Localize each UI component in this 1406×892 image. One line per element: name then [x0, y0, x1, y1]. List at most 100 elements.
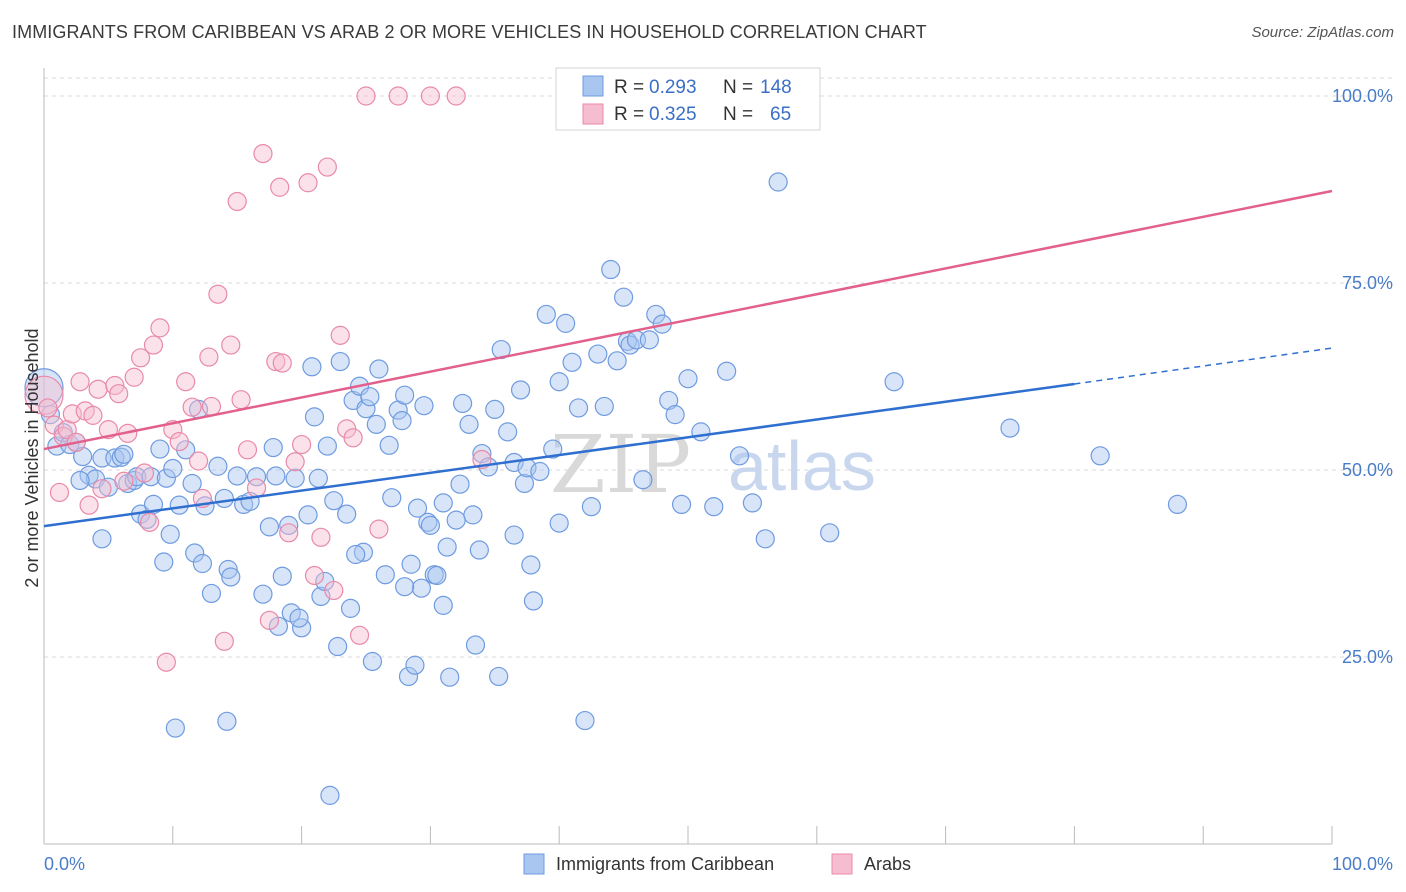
caribbean-point	[549, 372, 569, 392]
caribbean-point	[337, 504, 357, 524]
caribbean-point	[485, 399, 505, 420]
legend-n-value-2: 65	[770, 104, 791, 125]
caribbean-point	[395, 385, 415, 405]
caribbean-point	[427, 565, 447, 586]
arabs-point	[88, 379, 108, 399]
series-caribbean-points	[24, 172, 1188, 805]
legend-n-label-1: N =	[723, 77, 753, 98]
caribbean-point	[489, 666, 509, 687]
arabs-point	[182, 397, 202, 417]
caribbean-point	[259, 517, 279, 537]
caribbean-point	[440, 667, 460, 687]
arabs-point	[201, 396, 222, 417]
caribbean-point	[340, 598, 361, 618]
arabs-point	[83, 405, 103, 425]
y-tick-label: 25.0%	[1342, 647, 1393, 667]
arabs-point	[317, 157, 337, 177]
caribbean-point	[362, 651, 383, 672]
arabs-point	[330, 325, 350, 345]
caribbean-point	[395, 577, 415, 597]
caribbean-point	[208, 456, 228, 476]
caribbean-point	[729, 446, 750, 466]
arabs-point	[369, 519, 389, 539]
caribbean-point	[227, 466, 247, 486]
caribbean-point	[1090, 446, 1110, 466]
caribbean-point	[465, 635, 486, 655]
arabs-point	[285, 452, 305, 472]
caribbean-point	[165, 718, 185, 738]
arabs-point	[221, 335, 241, 355]
caribbean-point	[217, 711, 237, 731]
arabs-point	[79, 495, 99, 515]
arabs-point	[246, 478, 267, 498]
caribbean-point	[755, 529, 775, 549]
arabs-point	[259, 610, 279, 630]
y-tick-label: 75.0%	[1342, 273, 1393, 293]
caribbean-point	[324, 491, 344, 511]
bottom-legend-swatch-pink	[831, 853, 853, 875]
caribbean-point	[704, 497, 724, 517]
arabs-point	[70, 372, 90, 392]
caribbean-point	[536, 304, 556, 325]
arabs-point	[176, 372, 196, 392]
caribbean-point	[160, 524, 180, 544]
caribbean-point	[405, 655, 425, 675]
arabs-point	[292, 434, 312, 455]
caribbean-point	[360, 387, 380, 407]
caribbean-point	[201, 583, 222, 604]
x-tick-label: 100.0%	[1332, 854, 1393, 874]
series-arabs-points	[24, 86, 587, 672]
caribbean-point	[459, 414, 479, 434]
caribbean-point	[543, 439, 563, 459]
arabs-point	[131, 348, 151, 368]
caribbean-point	[379, 435, 399, 455]
caribbean-point	[514, 473, 535, 494]
legend-swatch-blue	[582, 75, 604, 97]
caribbean-point	[169, 495, 189, 515]
caribbean-point	[446, 510, 466, 530]
caribbean-point	[414, 396, 434, 416]
caribbean-point	[671, 494, 692, 515]
caribbean-point	[289, 608, 309, 628]
arabs-point	[324, 580, 344, 601]
arabs-point	[114, 471, 134, 491]
caribbean-point	[114, 444, 134, 464]
caribbean-point	[433, 493, 453, 513]
arabs-point	[188, 451, 209, 471]
chart-title: IMMIGRANTS FROM CARIBBEAN VS ARAB 2 OR M…	[12, 22, 927, 42]
caribbean-point	[1167, 494, 1188, 515]
caribbean-point	[356, 399, 376, 419]
caribbean-point	[665, 405, 685, 425]
arabs-point	[214, 631, 234, 651]
caribbean-point	[463, 505, 483, 525]
caribbean-point	[691, 422, 711, 442]
caribbean-point	[594, 396, 614, 417]
arabs-point	[124, 367, 144, 387]
caribbean-point	[504, 525, 524, 545]
caribbean-point	[73, 446, 93, 467]
caribbean-point	[182, 473, 202, 494]
caribbean-point	[302, 357, 322, 377]
caribbean-point	[375, 565, 395, 585]
arabs-point	[311, 527, 331, 547]
arabs-point	[24, 375, 64, 415]
y-tick-label: 100.0%	[1332, 86, 1393, 106]
caribbean-point	[111, 447, 131, 467]
caribbean-point	[620, 335, 640, 355]
caribbean-point	[263, 437, 283, 458]
arabs-point	[298, 173, 318, 193]
caribbean-point	[246, 467, 267, 487]
caribbean-point	[221, 567, 241, 587]
arabs-trend-line	[43, 189, 1333, 451]
caribbean-point	[549, 513, 569, 533]
arabs-point	[253, 143, 273, 164]
caribbean-point	[742, 493, 763, 513]
caribbean-point	[530, 461, 550, 482]
bottom-legend-label-2: Arabs	[864, 854, 911, 874]
caribbean-point	[320, 785, 340, 805]
legend-box: R = 0.293 N = 148 R = 0.325 N = 65	[555, 67, 821, 131]
arabs-point	[156, 652, 176, 672]
watermark-zip: ZIP	[550, 418, 691, 511]
arabs-point	[270, 177, 290, 197]
